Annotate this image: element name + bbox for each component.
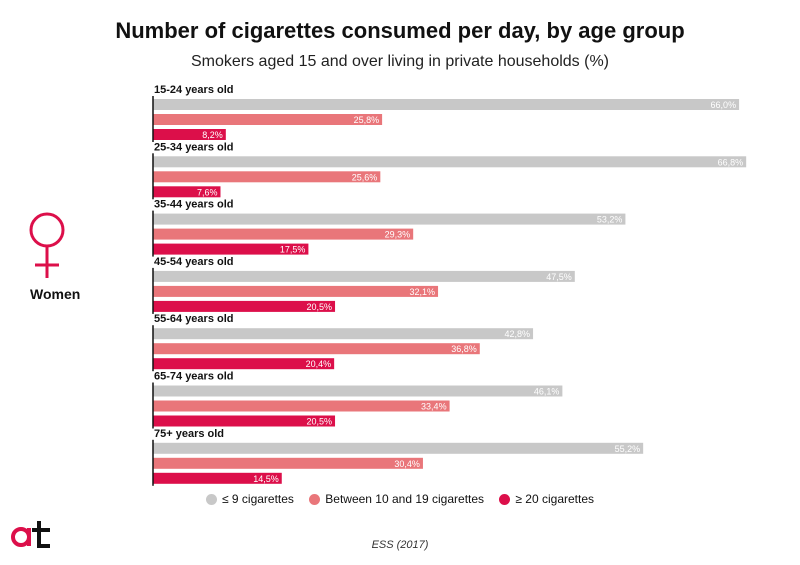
data-label: 46,1% <box>534 387 560 397</box>
bar <box>153 472 282 484</box>
legend-label: ≥ 20 cigarettes <box>515 492 595 506</box>
data-label: 14,5% <box>253 474 279 484</box>
data-label: 55,2% <box>615 444 641 454</box>
bar <box>153 300 336 312</box>
data-label: 53,2% <box>597 215 623 225</box>
bar <box>153 415 336 427</box>
bar <box>153 156 747 168</box>
bar <box>153 457 423 469</box>
bar <box>153 99 740 110</box>
data-label: 47,5% <box>546 272 572 282</box>
data-label: 66,0% <box>711 100 737 110</box>
bar <box>153 358 335 370</box>
data-label: 20,5% <box>307 302 333 312</box>
data-label: 17,5% <box>280 245 306 255</box>
category-label: 35-44 years old <box>154 199 234 211</box>
data-label: 25,8% <box>354 115 380 125</box>
venus-icon <box>29 212 65 278</box>
data-label: 29,3% <box>385 230 411 240</box>
data-label: 25,6% <box>352 172 378 182</box>
data-label: 30,4% <box>394 459 420 469</box>
data-label: 20,5% <box>307 417 333 427</box>
category-label: 55-64 years old <box>154 313 234 325</box>
legend-label: ≤ 9 cigarettes <box>221 492 294 506</box>
bar <box>153 114 383 125</box>
data-label: 7,6% <box>197 187 218 197</box>
data-label: 36,8% <box>451 344 477 354</box>
legend-swatch <box>205 493 217 505</box>
bar <box>153 186 221 198</box>
legend-item: ≤ 9 cigarettes <box>205 492 294 506</box>
legend-item: ≥ 20 cigarettes <box>499 492 594 506</box>
bar <box>153 285 439 297</box>
bar <box>153 442 644 454</box>
bar <box>153 243 309 255</box>
data-label: 32,1% <box>410 287 436 297</box>
legend-swatch <box>309 493 321 505</box>
data-label: 33,4% <box>421 402 447 412</box>
bar <box>153 343 480 355</box>
legend: ≤ 9 cigarettes Between 10 and 19 cigaret… <box>0 492 800 508</box>
bar <box>153 400 450 412</box>
bar <box>153 328 534 340</box>
bar <box>153 270 575 282</box>
category-label: 15-24 years old <box>154 84 234 96</box>
bar <box>153 385 563 397</box>
bar <box>153 213 626 225</box>
legend-item: Between 10 and 19 cigarettes <box>309 492 484 506</box>
category-label: 65-74 years old <box>154 371 234 383</box>
legend-label: Between 10 and 19 cigarettes <box>325 492 485 506</box>
source-note: ESS (2017) <box>371 539 429 551</box>
legend-swatch <box>499 493 511 505</box>
chart-subtitle: Smokers aged 15 and over living in priva… <box>190 53 609 70</box>
data-label: 66,8% <box>718 157 744 167</box>
bar <box>153 171 381 183</box>
category-label: 45-54 years old <box>154 256 234 268</box>
bar <box>153 228 414 240</box>
data-label: 42,8% <box>505 329 531 339</box>
bar <box>153 129 226 140</box>
data-label: 20,4% <box>306 359 332 369</box>
data-label: 8,2% <box>202 130 223 140</box>
women-label: Women <box>30 286 81 302</box>
category-label: 75+ years old <box>154 428 224 440</box>
at-logo-icon <box>11 521 50 548</box>
chart-title: Number of cigarettes consumed per day, b… <box>115 18 685 43</box>
category-label: 25-34 years old <box>154 141 234 153</box>
